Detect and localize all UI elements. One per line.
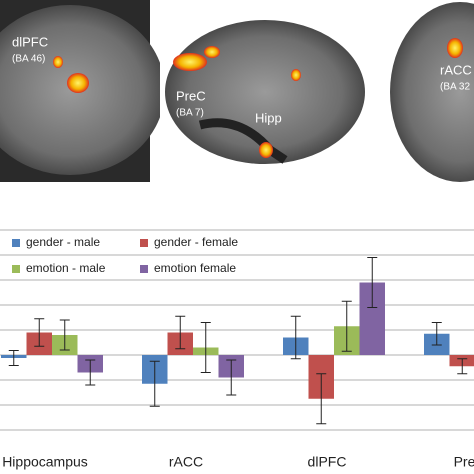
region-label: dlPFC — [12, 34, 48, 49]
x-tick-label: rACC — [169, 454, 203, 470]
legend-swatch — [140, 239, 148, 247]
activation — [259, 142, 273, 158]
activation — [204, 46, 220, 58]
region-label: PreC — [176, 88, 206, 103]
legend-swatch — [140, 265, 148, 273]
legend-swatch — [12, 239, 20, 247]
x-tick-label: dlPFC — [308, 454, 347, 470]
region-label: (BA 46) — [12, 54, 45, 65]
activation — [53, 56, 63, 68]
brain-images: dlPFC (BA 46) PreC (BA 7) Hipp rACC (BA … — [0, 0, 474, 182]
region-label: (BA 32 — [440, 82, 470, 93]
x-tick-label: Prec — [454, 454, 474, 470]
region-label: Hipp — [255, 110, 282, 125]
x-tick-label: Hippocampus — [2, 454, 88, 470]
legend-swatch — [12, 265, 20, 273]
region-label: rACC — [440, 62, 472, 77]
activation — [447, 38, 463, 58]
activation — [173, 53, 207, 71]
activation — [67, 73, 89, 93]
legend-label: emotion female — [154, 261, 236, 275]
legend-label: emotion - male — [26, 261, 106, 275]
region-label: (BA 7) — [176, 108, 204, 119]
activation — [291, 69, 301, 81]
legend-label: gender - male — [26, 235, 100, 249]
legend-label: gender - female — [154, 235, 238, 249]
